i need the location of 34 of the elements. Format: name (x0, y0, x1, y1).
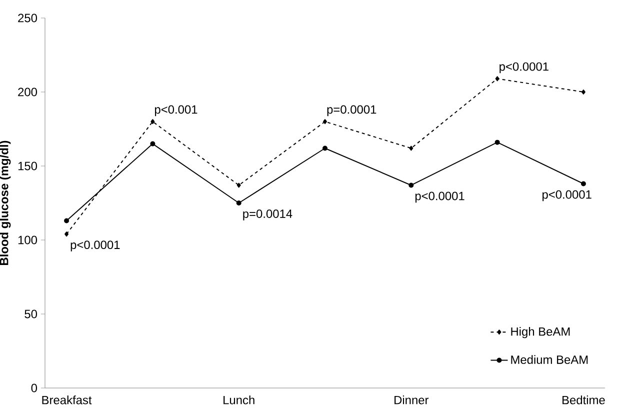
annotation: p<0.0001 (70, 240, 120, 252)
x-tick-label: Breakfast (42, 396, 92, 404)
x-tick-label: Bedtime (562, 396, 605, 404)
point (581, 89, 586, 94)
point (150, 119, 155, 124)
y-axis-title: Blood glucose (mg/dl) (0, 140, 11, 265)
y-tick-label: 150 (18, 162, 38, 170)
point (150, 141, 156, 146)
y-tick-label: 50 (24, 310, 38, 318)
point (64, 232, 69, 237)
y-tick-label: 200 (18, 88, 38, 96)
annotation: p=0.0001 (327, 105, 376, 116)
point (408, 182, 414, 188)
point (323, 119, 327, 124)
legend-label: Medium BeAM (511, 355, 588, 364)
annotation: p<0.0001 (500, 62, 548, 74)
y-tick-label: 0 (31, 384, 38, 392)
point (580, 181, 586, 186)
y-tick-label: 100 (18, 236, 38, 244)
x-tick-label: Lunch (224, 396, 254, 404)
annotation: p<0.0001 (542, 190, 592, 202)
annotation: p=0.0014 (243, 210, 292, 220)
point (236, 200, 242, 206)
point (322, 146, 328, 151)
legend-label: High BeAM (511, 327, 570, 338)
annotation: p<0.001 (154, 105, 198, 116)
point (236, 182, 241, 188)
x-tick-label: Dinner (394, 396, 429, 404)
point (409, 146, 414, 151)
point (64, 218, 70, 224)
y-tick-label: 250 (18, 14, 38, 22)
point (494, 140, 500, 145)
point (495, 76, 500, 82)
annotation: p<0.0001 (415, 192, 464, 203)
